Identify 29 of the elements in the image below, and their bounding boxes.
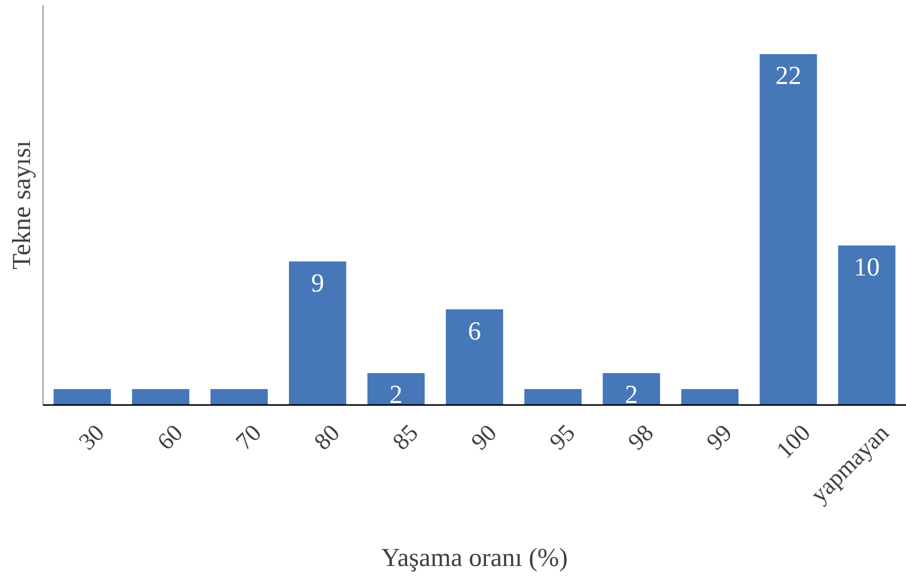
x-tick-label: 99 — [702, 420, 738, 456]
x-tick-label: 90 — [466, 420, 502, 456]
bar — [446, 309, 504, 405]
y-axis-title: Tekne sayısı — [7, 140, 36, 270]
data-label: 6 — [468, 316, 481, 346]
bar — [681, 389, 738, 405]
bar — [210, 389, 268, 405]
x-tick-label: 80 — [310, 420, 346, 456]
x-tick-label: 100 — [772, 420, 816, 464]
data-label: 22 — [775, 61, 802, 90]
x-tick-label: 98 — [624, 420, 659, 456]
x-tick-label: 70 — [231, 420, 267, 456]
bar — [132, 389, 190, 405]
x-tick-label: 30 — [74, 420, 110, 456]
data-label: 10 — [854, 252, 880, 282]
bar — [54, 389, 111, 405]
bar — [524, 389, 582, 405]
x-tick-label: 85 — [388, 420, 424, 456]
data-label: 2 — [624, 380, 638, 410]
bar — [602, 373, 660, 405]
data-label: 9 — [311, 268, 324, 298]
data-label: 2 — [390, 380, 403, 410]
x-axis-title: Yaşama oranı (%) — [381, 543, 568, 572]
bar — [367, 373, 425, 405]
x-tick-label: 60 — [152, 420, 188, 456]
x-tick-label: 95 — [545, 420, 581, 456]
bar — [760, 54, 817, 405]
bar — [288, 261, 346, 405]
bar — [838, 246, 896, 405]
